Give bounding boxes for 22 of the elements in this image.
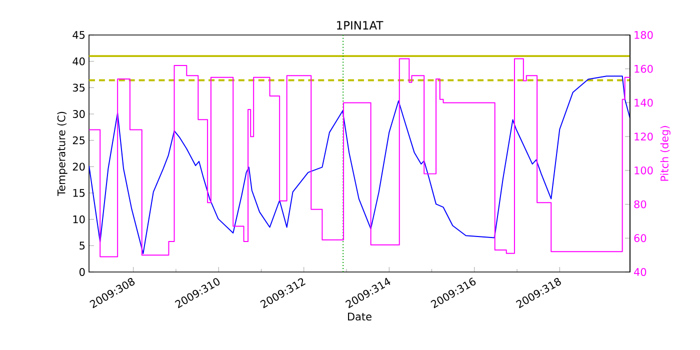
x-axis-title: Date: [348, 312, 372, 321]
y-tick-label: 25: [72, 136, 85, 144]
y-tick-label: 45: [72, 31, 85, 39]
y2-tick-label: 160: [634, 64, 653, 73]
y-tick-label: 0: [80, 268, 85, 276]
y-tick-label: 5: [80, 242, 85, 250]
y-tick-label: 30: [72, 110, 85, 118]
y2-tick-label: 100: [634, 166, 653, 174]
y2-tick-label: 60: [634, 234, 646, 242]
y2-tick-label: 140: [634, 98, 653, 107]
y-tick-label: 10: [73, 215, 85, 224]
y2-tick-label: 40: [634, 268, 646, 276]
y-tick-label: 35: [72, 84, 85, 92]
chart-title: 1PIN1AT: [337, 21, 384, 30]
y-tick-label: 40: [72, 57, 85, 66]
y-tick-label: 20: [72, 162, 85, 171]
y-tick-label: 15: [73, 189, 85, 197]
y2-tick-label: 80: [634, 200, 646, 208]
y2-tick-label: 180: [634, 31, 653, 39]
y2-axis-title: Pitch (deg): [660, 126, 670, 181]
y2-tick-label: 120: [634, 132, 653, 141]
y-axis-title: Temperature (C): [57, 112, 68, 196]
